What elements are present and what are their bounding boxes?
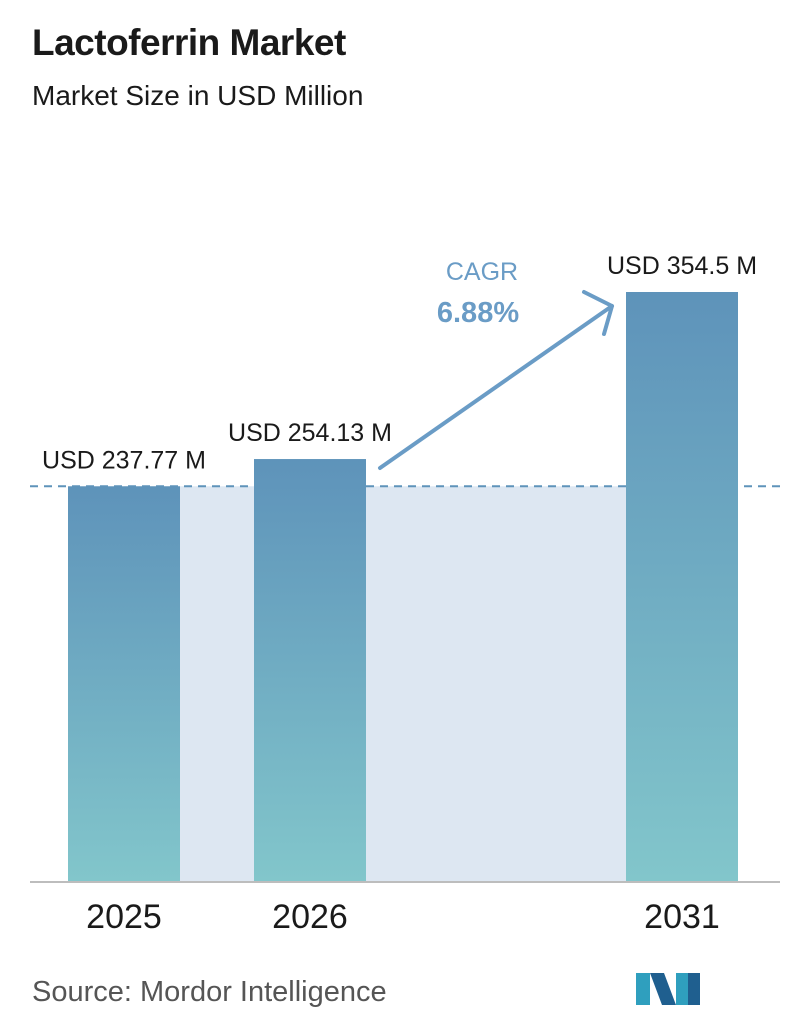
- tick-label-2031: 2031: [644, 898, 720, 936]
- cagr-arrow: [378, 304, 614, 470]
- source-text: Source: Mordor Intelligence: [32, 976, 387, 1008]
- bar-2031: [626, 292, 738, 882]
- chart-subtitle: Market Size in USD Million: [32, 80, 364, 111]
- mordor-intelligence-logo-icon: [636, 973, 700, 1005]
- bar-2026: [254, 459, 366, 882]
- cagr-arrow-head: [582, 290, 614, 336]
- data-label-2031: USD 354.5 M: [607, 252, 757, 280]
- chart-title: Lactoferrin Market: [32, 22, 346, 63]
- data-label-2026: USD 254.13 M: [228, 419, 392, 447]
- bar-chart: USD 237.77 M USD 254.13 M USD 354.5 M 2025…: [30, 252, 780, 936]
- cagr-value: 6.88%: [437, 297, 519, 329]
- reference-shade: [124, 486, 682, 882]
- bar-2025: [68, 486, 180, 882]
- data-label-2025: USD 237.77 M: [42, 446, 206, 474]
- tick-label-2025: 2025: [86, 898, 162, 936]
- cagr-label: CAGR: [446, 258, 518, 286]
- tick-label-2026: 2026: [272, 898, 348, 936]
